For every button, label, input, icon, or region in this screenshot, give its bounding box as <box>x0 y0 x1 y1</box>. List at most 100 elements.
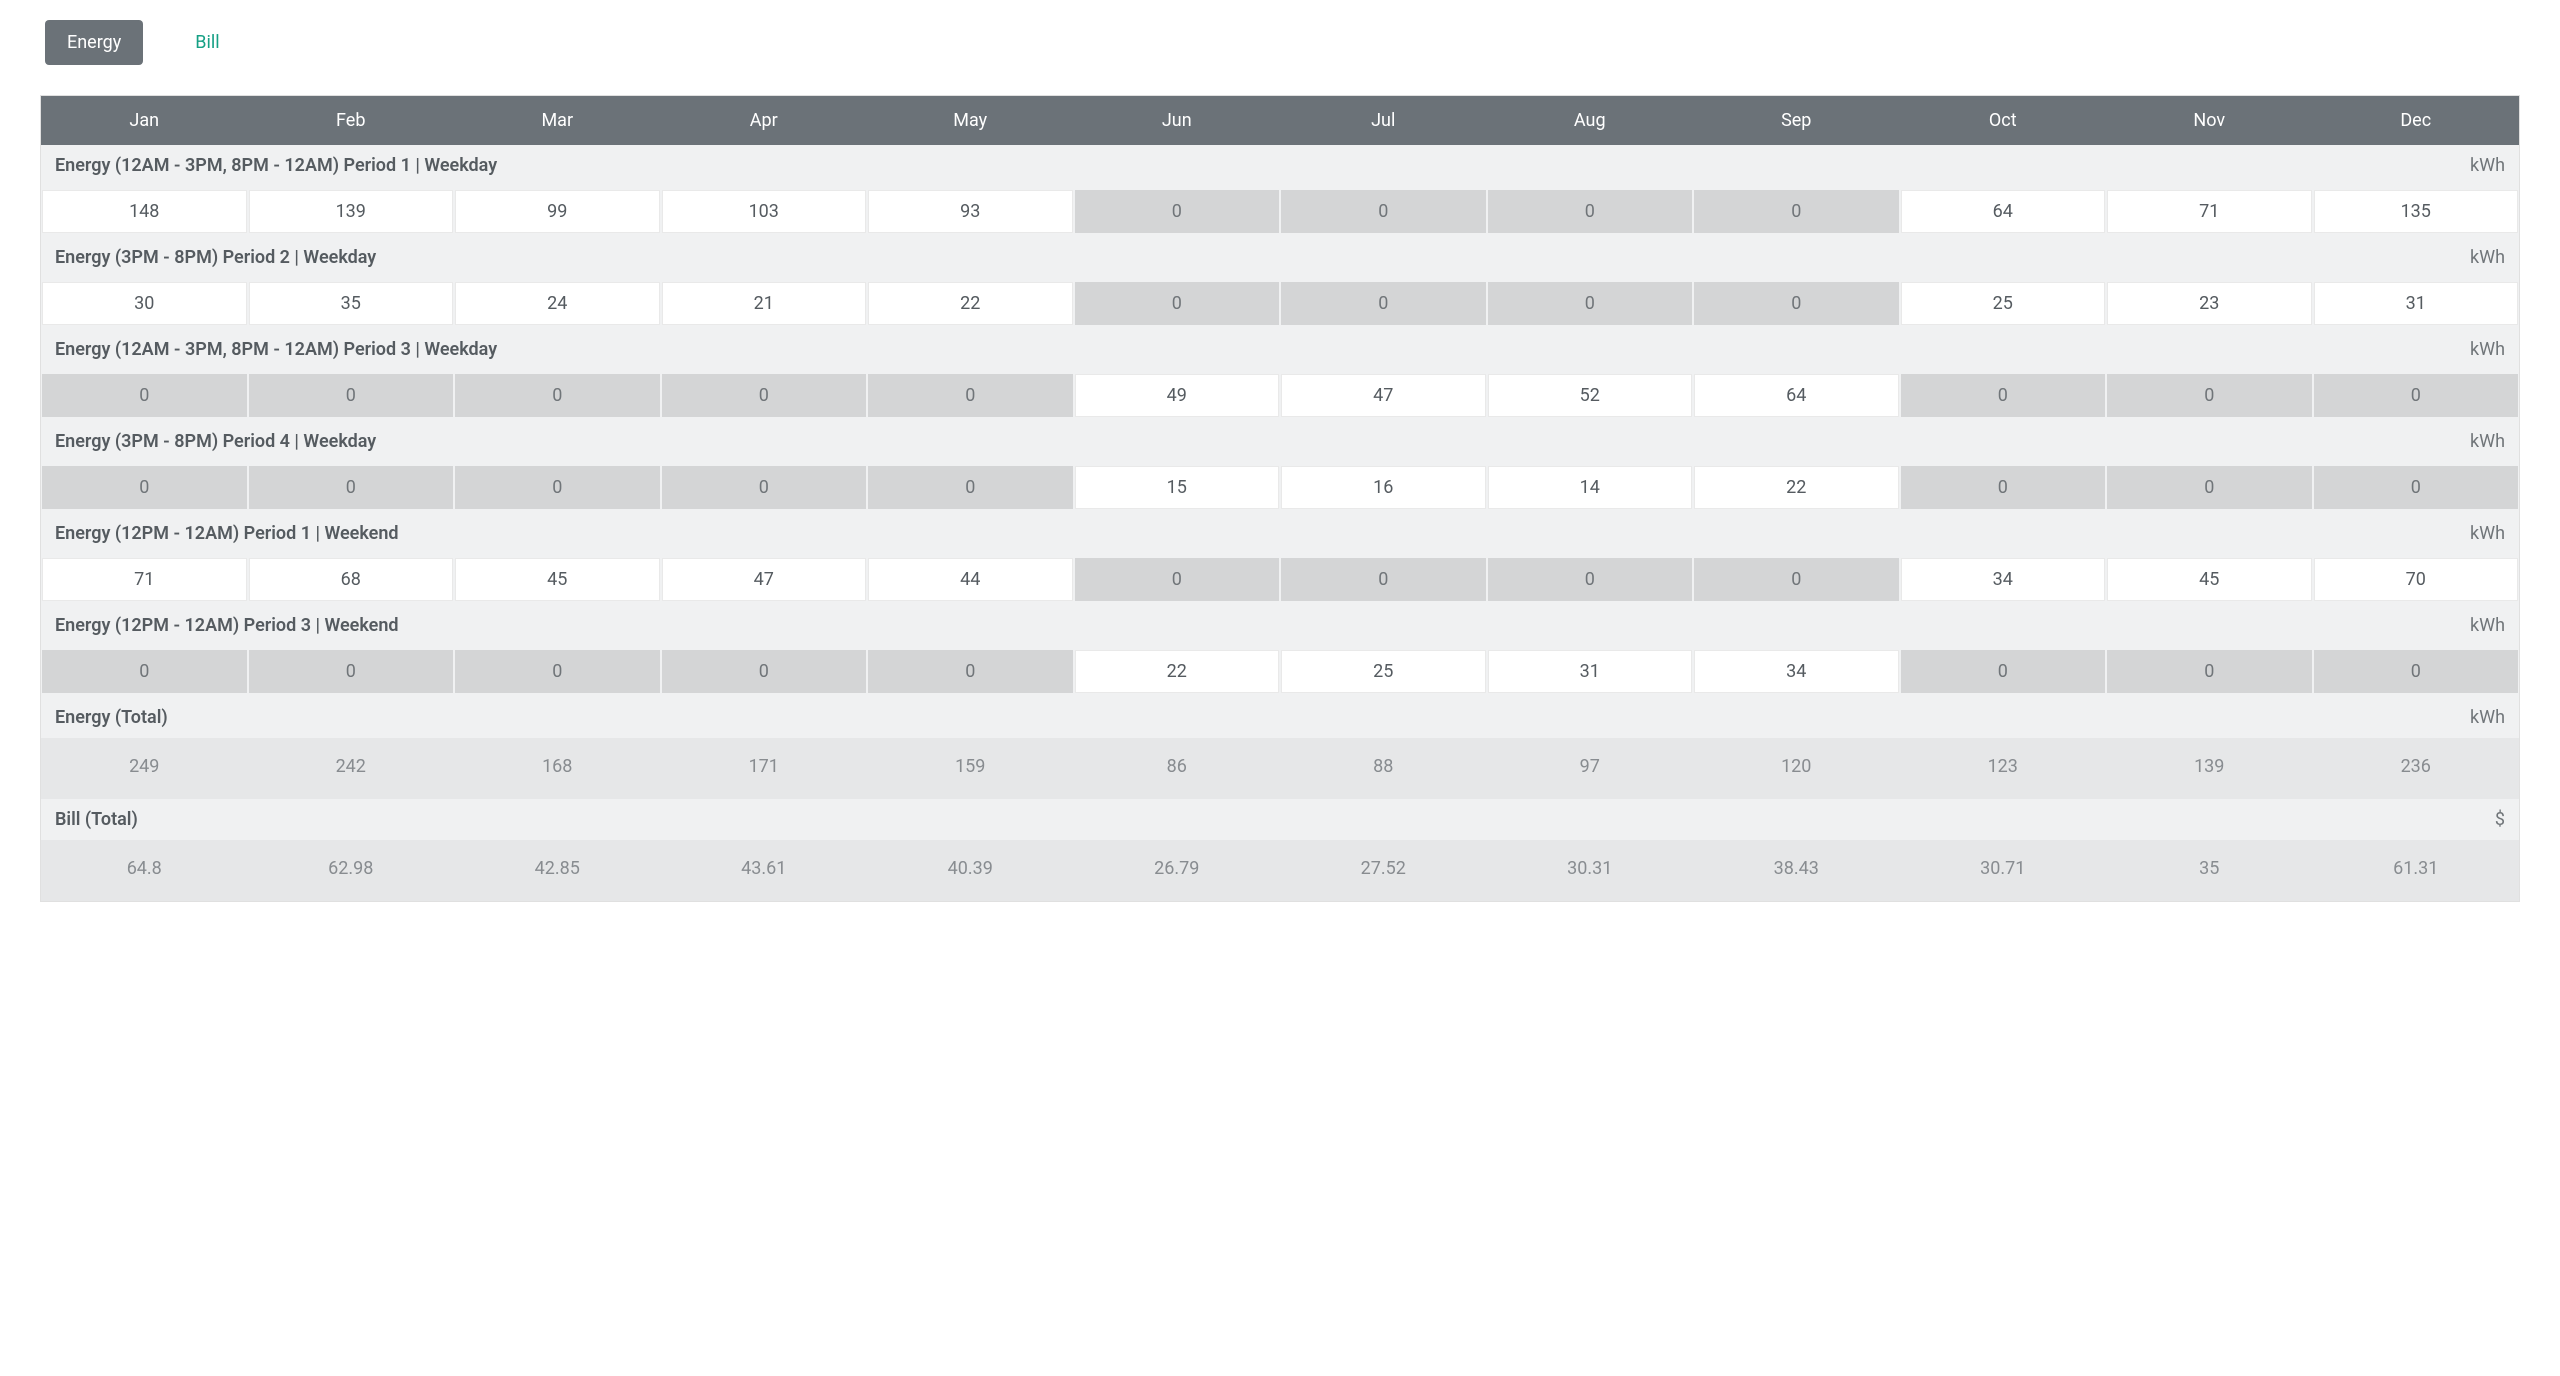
section-header: Energy (12AM - 3PM, 8PM - 12AM) Period 3… <box>41 329 2519 370</box>
data-cell: 68 <box>249 558 454 601</box>
data-cell: 0 <box>662 650 867 693</box>
data-cell: 0 <box>662 466 867 509</box>
section-header: Energy (3PM - 8PM) Period 2 | Weekday kWh <box>41 237 2519 278</box>
data-cell: 0 <box>1075 558 1280 601</box>
data-cell: 159 <box>868 746 1073 787</box>
data-cell: 47 <box>662 558 867 601</box>
data-cell: 71 <box>2107 190 2312 233</box>
data-cell: 0 <box>2107 466 2312 509</box>
data-cell: 0 <box>662 374 867 417</box>
data-cell: 30.71 <box>1901 848 2106 889</box>
data-cell: 0 <box>1281 558 1486 601</box>
data-cell: 88 <box>1281 746 1486 787</box>
section-unit: kWh <box>2470 155 2505 176</box>
section-unit: kWh <box>2470 615 2505 636</box>
data-cell: 0 <box>2107 650 2312 693</box>
data-cell: 49 <box>1075 374 1280 417</box>
data-cell: 171 <box>662 746 867 787</box>
data-cell: 14 <box>1488 466 1693 509</box>
section-title: Energy (3PM - 8PM) Period 4 | Weekday <box>55 431 376 452</box>
data-cell: 35 <box>249 282 454 325</box>
data-cell: 26.79 <box>1075 848 1280 889</box>
section-unit: kWh <box>2470 247 2505 268</box>
data-row: 0000049475264000 <box>41 370 2519 421</box>
data-row: 148139991039300006471135 <box>41 186 2519 237</box>
data-cell: 249 <box>42 746 247 787</box>
data-cell: 0 <box>42 650 247 693</box>
section-header: Energy (3PM - 8PM) Period 4 | Weekday kWh <box>41 421 2519 462</box>
data-cell: 62.98 <box>249 848 454 889</box>
data-cell: 139 <box>2107 746 2312 787</box>
data-cell: 25 <box>1281 650 1486 693</box>
data-cell: 15 <box>1075 466 1280 509</box>
section-title: Energy (3PM - 8PM) Period 2 | Weekday <box>55 247 376 268</box>
data-cell: 0 <box>42 466 247 509</box>
data-cell: 21 <box>662 282 867 325</box>
data-cell: 0 <box>42 374 247 417</box>
data-cell: 0 <box>1075 190 1280 233</box>
data-cell: 99 <box>455 190 660 233</box>
data-row: 0000015161422000 <box>41 462 2519 513</box>
data-cell: 64 <box>1694 374 1899 417</box>
column-header: Mar <box>454 96 661 145</box>
energy-table: JanFebMarAprMayJunJulAugSepOctNovDec Ene… <box>40 95 2520 902</box>
section-header: Energy (12PM - 12AM) Period 1 | Weekendk… <box>41 513 2519 554</box>
data-cell: 31 <box>2314 282 2519 325</box>
data-cell: 103 <box>662 190 867 233</box>
data-cell: 35 <box>2107 848 2312 889</box>
section-title: Energy (Total) <box>55 707 168 728</box>
column-header: Oct <box>1900 96 2107 145</box>
data-cell: 0 <box>455 466 660 509</box>
column-header: Jan <box>41 96 248 145</box>
data-cell: 22 <box>868 282 1073 325</box>
section-title: Energy (12PM - 12AM) Period 3 | Weekend <box>55 615 399 636</box>
data-cell: 42.85 <box>455 848 660 889</box>
tab-bill[interactable]: Bill <box>173 20 241 65</box>
data-cell: 0 <box>1488 282 1693 325</box>
data-cell: 139 <box>249 190 454 233</box>
data-cell: 0 <box>868 466 1073 509</box>
tab-bar: Energy Bill <box>40 20 2520 65</box>
data-cell: 0 <box>1901 466 2106 509</box>
data-cell: 0 <box>868 374 1073 417</box>
section-title: Energy (12AM - 3PM, 8PM - 12AM) Period 1… <box>55 155 497 176</box>
column-header: Jul <box>1280 96 1487 145</box>
column-header: Sep <box>1693 96 1900 145</box>
data-row: 30352421220000252331 <box>41 278 2519 329</box>
data-cell: 71 <box>42 558 247 601</box>
data-cell: 0 <box>249 466 454 509</box>
data-cell: 93 <box>868 190 1073 233</box>
data-cell: 97 <box>1488 746 1693 787</box>
section-unit: kWh <box>2470 339 2505 360</box>
data-cell: 0 <box>1901 650 2106 693</box>
data-cell: 31 <box>1488 650 1693 693</box>
total-row: 64.862.9842.8543.6140.3926.7927.5230.313… <box>41 840 2519 901</box>
data-cell: 24 <box>455 282 660 325</box>
data-cell: 0 <box>455 650 660 693</box>
data-cell: 0 <box>249 374 454 417</box>
data-cell: 0 <box>2314 466 2519 509</box>
data-cell: 120 <box>1694 746 1899 787</box>
data-cell: 70 <box>2314 558 2519 601</box>
data-cell: 0 <box>1694 558 1899 601</box>
data-cell: 0 <box>249 650 454 693</box>
section-title: Energy (12AM - 3PM, 8PM - 12AM) Period 3… <box>55 339 497 360</box>
section-unit: kWh <box>2470 431 2505 452</box>
data-cell: 34 <box>1694 650 1899 693</box>
data-cell: 236 <box>2314 746 2519 787</box>
data-cell: 47 <box>1281 374 1486 417</box>
data-cell: 0 <box>1694 282 1899 325</box>
data-cell: 52 <box>1488 374 1693 417</box>
data-cell: 123 <box>1901 746 2106 787</box>
section-unit: kWh <box>2470 523 2505 544</box>
tab-energy[interactable]: Energy <box>45 20 143 65</box>
data-cell: 242 <box>249 746 454 787</box>
data-cell: 0 <box>1075 282 1280 325</box>
data-cell: 0 <box>868 650 1073 693</box>
section-header: Energy (12PM - 12AM) Period 3 | Weekend k… <box>41 605 2519 646</box>
column-header: Feb <box>248 96 455 145</box>
data-cell: 38.43 <box>1694 848 1899 889</box>
column-header: Nov <box>2106 96 2313 145</box>
data-cell: 64.8 <box>42 848 247 889</box>
table-header-row: JanFebMarAprMayJunJulAugSepOctNovDec <box>41 96 2519 145</box>
